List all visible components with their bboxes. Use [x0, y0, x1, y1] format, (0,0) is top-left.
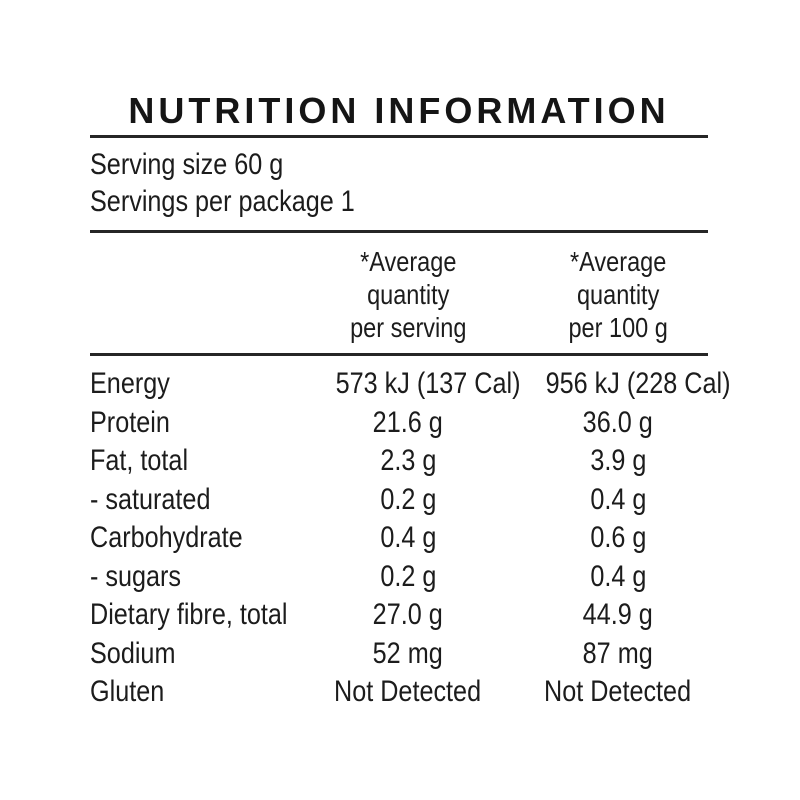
header-line: quantity: [576, 279, 660, 310]
value-per-serving: 27.0 g: [372, 598, 444, 631]
nutrient-name: Protein: [90, 405, 170, 439]
value-per-100g: 87 mg: [582, 636, 654, 670]
table-row-saturated-fat: - saturated 0.2 g 0.4 g: [90, 481, 708, 520]
value-per-serving: 52 mg: [372, 636, 444, 670]
header-line: *Average: [359, 246, 457, 277]
table-row-dietary-fibre: Dietary fibre, total 27.0 g 44.9 g: [90, 596, 708, 635]
divider-under-serving-info: [90, 230, 708, 233]
value-per-100g: 44.9 g: [582, 598, 654, 631]
table-row-carbohydrate: Carbohydrate 0.4 g 0.6 g: [90, 519, 708, 558]
panel-title: NUTRITION INFORMATION: [128, 90, 670, 131]
column-header-per-100g: *Average quantity per 100 g: [528, 245, 708, 344]
nutrient-name: Sodium: [90, 636, 176, 670]
column-header-row: *Average quantity per serving *Average q…: [90, 233, 708, 353]
table-row-protein: Protein 21.6 g 36.0 g: [90, 404, 708, 443]
table-row-fat-total: Fat, total 2.3 g 3.9 g: [90, 442, 708, 481]
nutrient-name: Carbohydrate: [90, 521, 243, 554]
value-per-100g: 0.4 g: [589, 482, 647, 516]
divider-under-headers: [90, 353, 708, 356]
nutrition-panel: NUTRITION INFORMATION Serving size 60 g …: [90, 90, 731, 712]
nutrient-name: Fat, total: [90, 444, 189, 477]
table-row-energy: Energy 573 kJ (137 Cal) 956 kJ (228 Cal): [90, 365, 731, 404]
value-per-serving: 573 kJ (137 Cal): [335, 367, 521, 400]
value-per-100g: 36.0 g: [582, 405, 654, 439]
value-per-serving: 0.4 g: [379, 521, 437, 554]
value-per-serving: 0.2 g: [379, 559, 437, 593]
header-line: per 100 g: [568, 312, 668, 343]
nutrient-name: Dietary fibre, total: [90, 598, 288, 631]
value-per-serving: 21.6 g: [372, 405, 444, 439]
nutrient-name: Gluten: [90, 675, 165, 708]
header-line: per serving: [349, 312, 467, 343]
serving-info: Serving size 60 g Servings per package 1: [90, 138, 708, 230]
nutrient-table: Energy 573 kJ (137 Cal) 956 kJ (228 Cal)…: [90, 356, 731, 712]
servings-per-package-text: Servings per package 1: [90, 185, 355, 218]
value-per-100g: 956 kJ (228 Cal): [545, 367, 731, 400]
table-row-sodium: Sodium 52 mg 87 mg: [90, 635, 708, 674]
divider-under-title: [90, 135, 708, 138]
header-line: *Average: [569, 246, 667, 277]
header-line: quantity: [366, 279, 450, 310]
nutrient-name: Energy: [90, 367, 170, 400]
table-row-gluten: Gluten Not Detected Not Detected: [90, 673, 708, 712]
serving-size-text: Serving size 60 g: [90, 148, 284, 181]
value-per-serving: 2.3 g: [379, 444, 437, 477]
nutrient-name: - sugars: [90, 559, 182, 593]
value-per-serving: 0.2 g: [379, 482, 437, 516]
value-per-100g: 3.9 g: [589, 444, 647, 477]
value-per-100g: 0.4 g: [589, 559, 647, 593]
value-per-serving: Not Detected: [334, 675, 482, 708]
column-header-per-serving: *Average quantity per serving: [318, 245, 498, 344]
value-per-100g: Not Detected: [544, 675, 692, 708]
table-row-sugars: - sugars 0.2 g 0.4 g: [90, 558, 708, 597]
nutrient-name: - saturated: [90, 482, 211, 516]
value-per-100g: 0.6 g: [589, 521, 647, 554]
